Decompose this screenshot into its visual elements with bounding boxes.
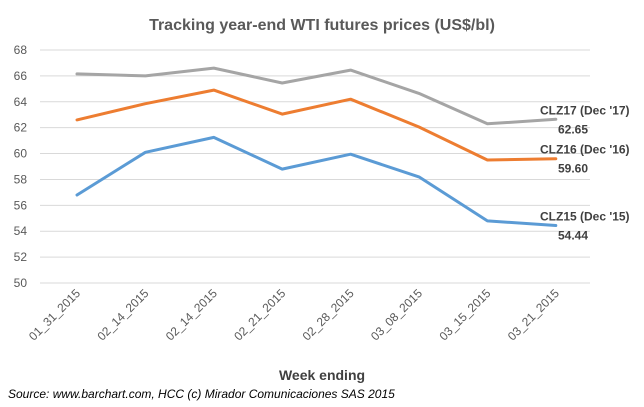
series-line — [75, 135, 558, 227]
x-tick-label: 03_15_2015 — [436, 286, 493, 343]
x-tick-label: 02_14_2015 — [94, 286, 151, 343]
source-note: Source: www.barchart.com, HCC (c) Mirado… — [8, 387, 395, 401]
y-tick-label: 50 — [14, 276, 28, 290]
series-end-value: 59.60 — [558, 162, 588, 176]
series-lines — [75, 66, 558, 227]
x-tick-label: 02_28_2015 — [300, 286, 357, 343]
series-name-label: CLZ16 (Dec '16) — [540, 143, 630, 157]
x-tick-label: 03_08_2015 — [368, 286, 425, 343]
y-tick-label: 60 — [14, 147, 28, 161]
x-tick-label: 02_21_2015 — [231, 286, 288, 343]
series-name-label: CLZ15 (Dec '15) — [540, 210, 630, 224]
y-tick-label: 66 — [14, 69, 28, 83]
y-tick-label: 52 — [14, 250, 28, 264]
series-line — [75, 66, 558, 126]
y-tick-label: 68 — [14, 43, 28, 57]
x-tick-label: 02_14_2015 — [163, 286, 220, 343]
y-tick-label: 56 — [14, 198, 28, 212]
series-end-value: 54.44 — [558, 229, 588, 243]
x-tick-label: 01_31_2015 — [26, 286, 83, 343]
y-tick-label: 58 — [14, 172, 28, 186]
x-axis-ticks: 01_31_2015 02_14_2015 02_14_2015 02_21_2015… — [26, 286, 562, 343]
y-tick-label: 64 — [14, 95, 28, 109]
series-end-value: 62.65 — [558, 122, 588, 136]
series-name-label: CLZ17 (Dec '17) — [540, 103, 630, 117]
chart-title: Tracking year-end WTI futures prices (US… — [149, 17, 495, 34]
series-labels: CLZ17 (Dec '17) 62.65 CLZ16 (Dec '16) 59.60… — [540, 103, 630, 242]
y-tick-label: 62 — [14, 121, 28, 135]
y-axis-ticks: 50 52 54 56 58 60 62 64 66 68 — [14, 43, 28, 290]
x-axis-label: Week ending — [279, 367, 365, 383]
y-tick-label: 54 — [14, 224, 28, 238]
series-line — [75, 88, 558, 162]
x-tick-label: 03_21_2015 — [505, 286, 562, 343]
